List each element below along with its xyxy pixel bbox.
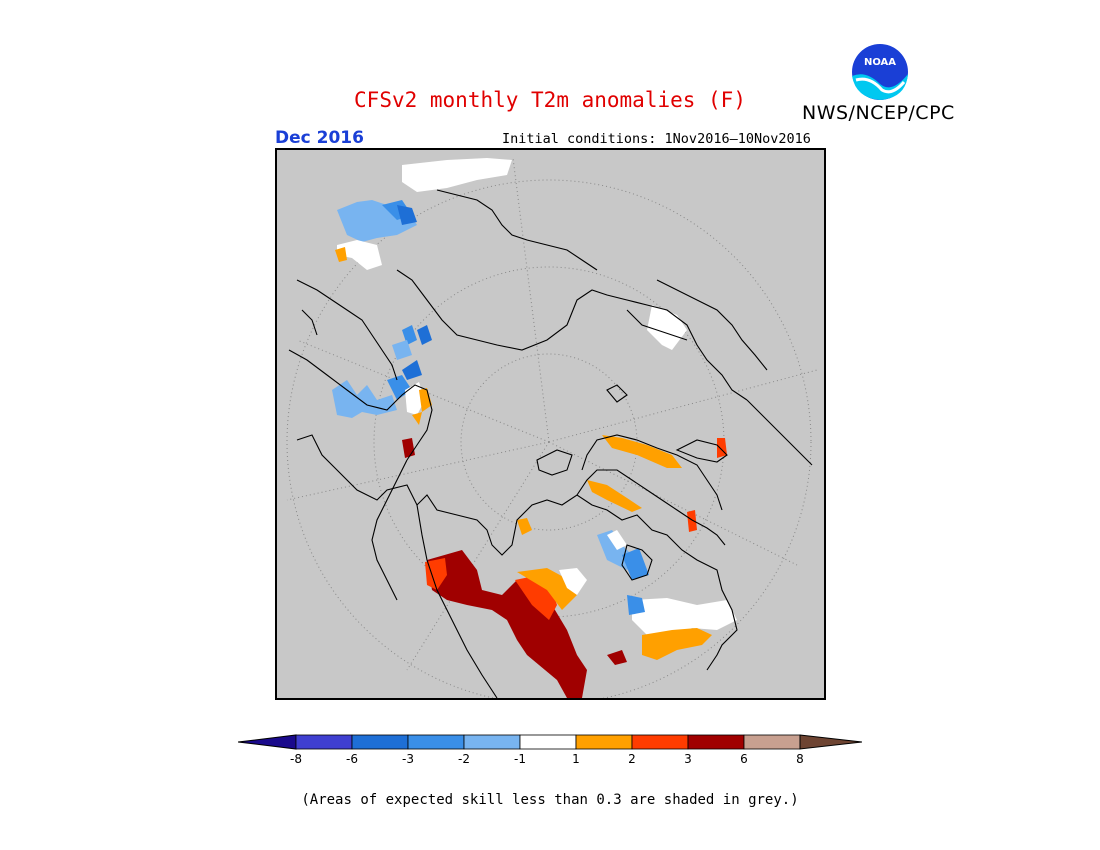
logo-text: NOAA bbox=[864, 57, 896, 68]
colorbar-above-arrow bbox=[799, 734, 863, 750]
initial-conditions: Initial conditions: 1Nov2016–10Nov2016 bbox=[502, 131, 811, 147]
colorbar-segment bbox=[631, 734, 689, 750]
colorbar-segment bbox=[295, 734, 353, 750]
polar-map bbox=[275, 148, 826, 700]
colorbar-tick-label: -2 bbox=[458, 752, 470, 766]
colorbar-segment bbox=[463, 734, 521, 750]
colorbar-segment bbox=[575, 734, 633, 750]
colorbar-segment bbox=[351, 734, 409, 750]
colorbar-segment bbox=[407, 734, 465, 750]
colorbar-segment bbox=[687, 734, 745, 750]
colorbar-tick-label: 6 bbox=[740, 752, 748, 766]
colorbar bbox=[237, 733, 863, 755]
coastlines bbox=[288, 189, 813, 698]
colorbar-tick-label: -1 bbox=[514, 752, 526, 766]
colorbar-segment bbox=[743, 734, 801, 750]
noaa-logo: NOAA bbox=[848, 40, 912, 108]
colorbar-tick-label: 8 bbox=[796, 752, 804, 766]
target-month: Dec 2016 bbox=[275, 128, 364, 148]
footnote: (Areas of expected skill less than 0.3 a… bbox=[301, 792, 799, 808]
colorbar-tick-label: 1 bbox=[572, 752, 580, 766]
anomaly-fields bbox=[332, 158, 737, 698]
colorbar-tick-label: -3 bbox=[402, 752, 414, 766]
colorbar-tick-label: -6 bbox=[346, 752, 358, 766]
chart-title: CFSv2 monthly T2m anomalies (F) bbox=[354, 88, 746, 112]
colorbar-below-arrow bbox=[237, 734, 297, 750]
colorbar-tick-label: 2 bbox=[628, 752, 636, 766]
colorbar-tick-label: -8 bbox=[290, 752, 302, 766]
agency-label: NWS/NCEP/CPC bbox=[802, 102, 955, 124]
colorbar-segment bbox=[519, 734, 577, 750]
colorbar-tick-label: 3 bbox=[684, 752, 692, 766]
